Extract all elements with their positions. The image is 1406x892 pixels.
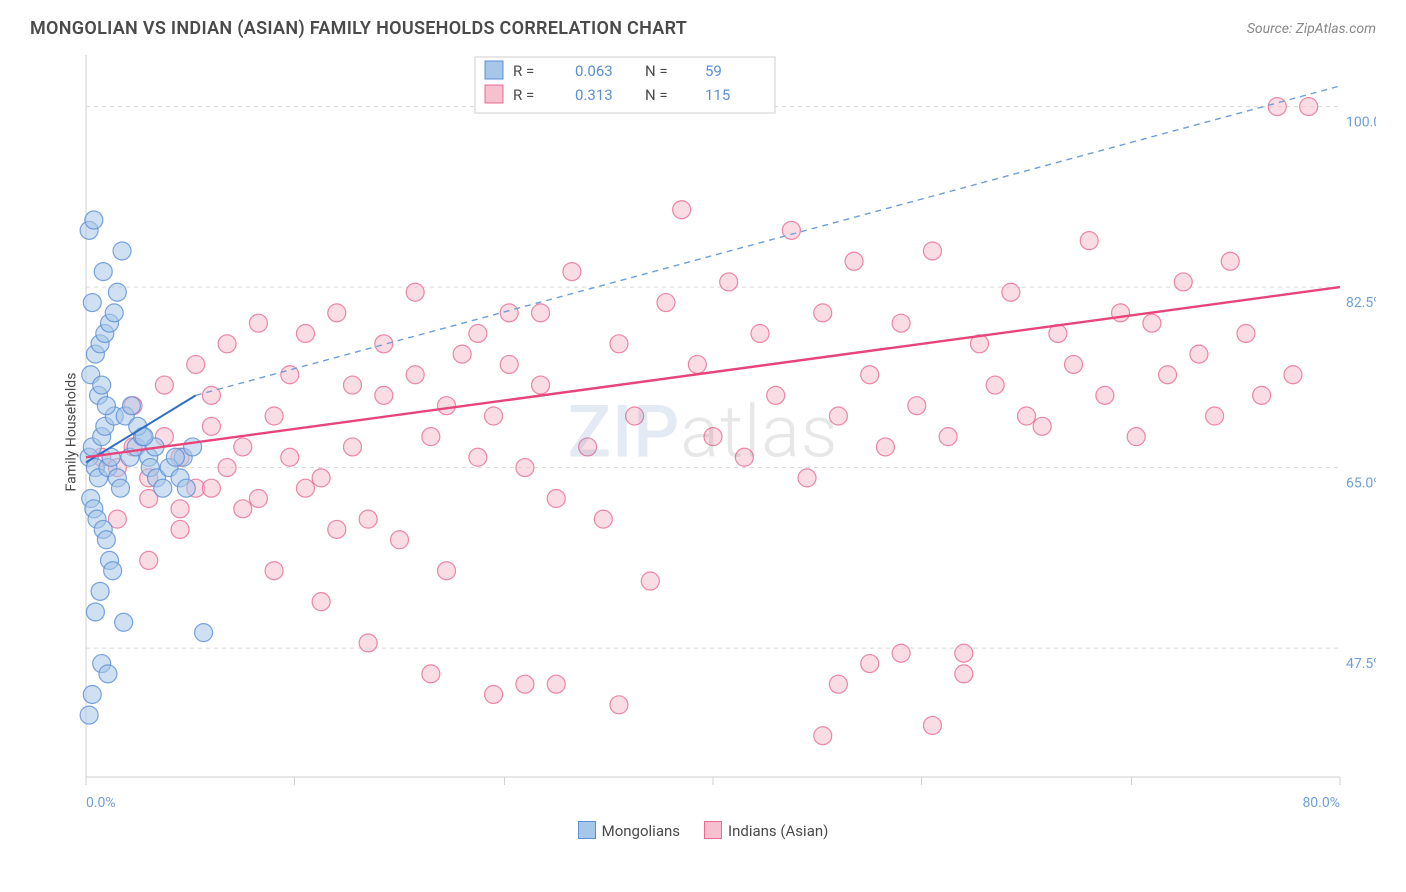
- svg-text:N =: N =: [645, 62, 668, 80]
- svg-text:0.313: 0.313: [575, 86, 613, 104]
- chart-title: MONGOLIAN VS INDIAN (ASIAN) FAMILY HOUSE…: [30, 18, 687, 39]
- svg-text:R =: R =: [513, 62, 534, 80]
- svg-text:59: 59: [705, 62, 722, 80]
- legend-item: Indians (Asian): [704, 821, 828, 840]
- legend-bottom: Mongolians Indians (Asian): [0, 821, 1406, 840]
- svg-text:0.0%: 0.0%: [86, 795, 116, 811]
- legend-item: Mongolians: [578, 821, 680, 840]
- legend-swatch: [704, 821, 722, 839]
- svg-text:115: 115: [705, 86, 730, 104]
- source-label: Source: ZipAtlas.com: [1247, 21, 1376, 37]
- scatter-chart: 47.5% 65.0% 82.5% 100.0% 0.0% 80.0% R = 0.063 N …: [30, 47, 1376, 817]
- svg-text:47.5%: 47.5%: [1346, 656, 1376, 672]
- legend-swatch: [578, 821, 596, 839]
- y-axis-label: Family Households: [63, 373, 79, 492]
- svg-text:80.0%: 80.0%: [1302, 795, 1340, 811]
- svg-text:82.5%: 82.5%: [1346, 295, 1376, 311]
- svg-text:65.0%: 65.0%: [1346, 476, 1376, 492]
- chart-container: Family Households 47.5% 65.0% 82.5% 100.0% 0…: [30, 47, 1376, 817]
- svg-text:N =: N =: [645, 86, 668, 104]
- svg-text:0.063: 0.063: [575, 62, 613, 80]
- svg-text:100.0%: 100.0%: [1346, 115, 1376, 131]
- legend-label: Indians (Asian): [728, 822, 828, 840]
- svg-text:R =: R =: [513, 86, 534, 104]
- legend-label: Mongolians: [602, 822, 680, 840]
